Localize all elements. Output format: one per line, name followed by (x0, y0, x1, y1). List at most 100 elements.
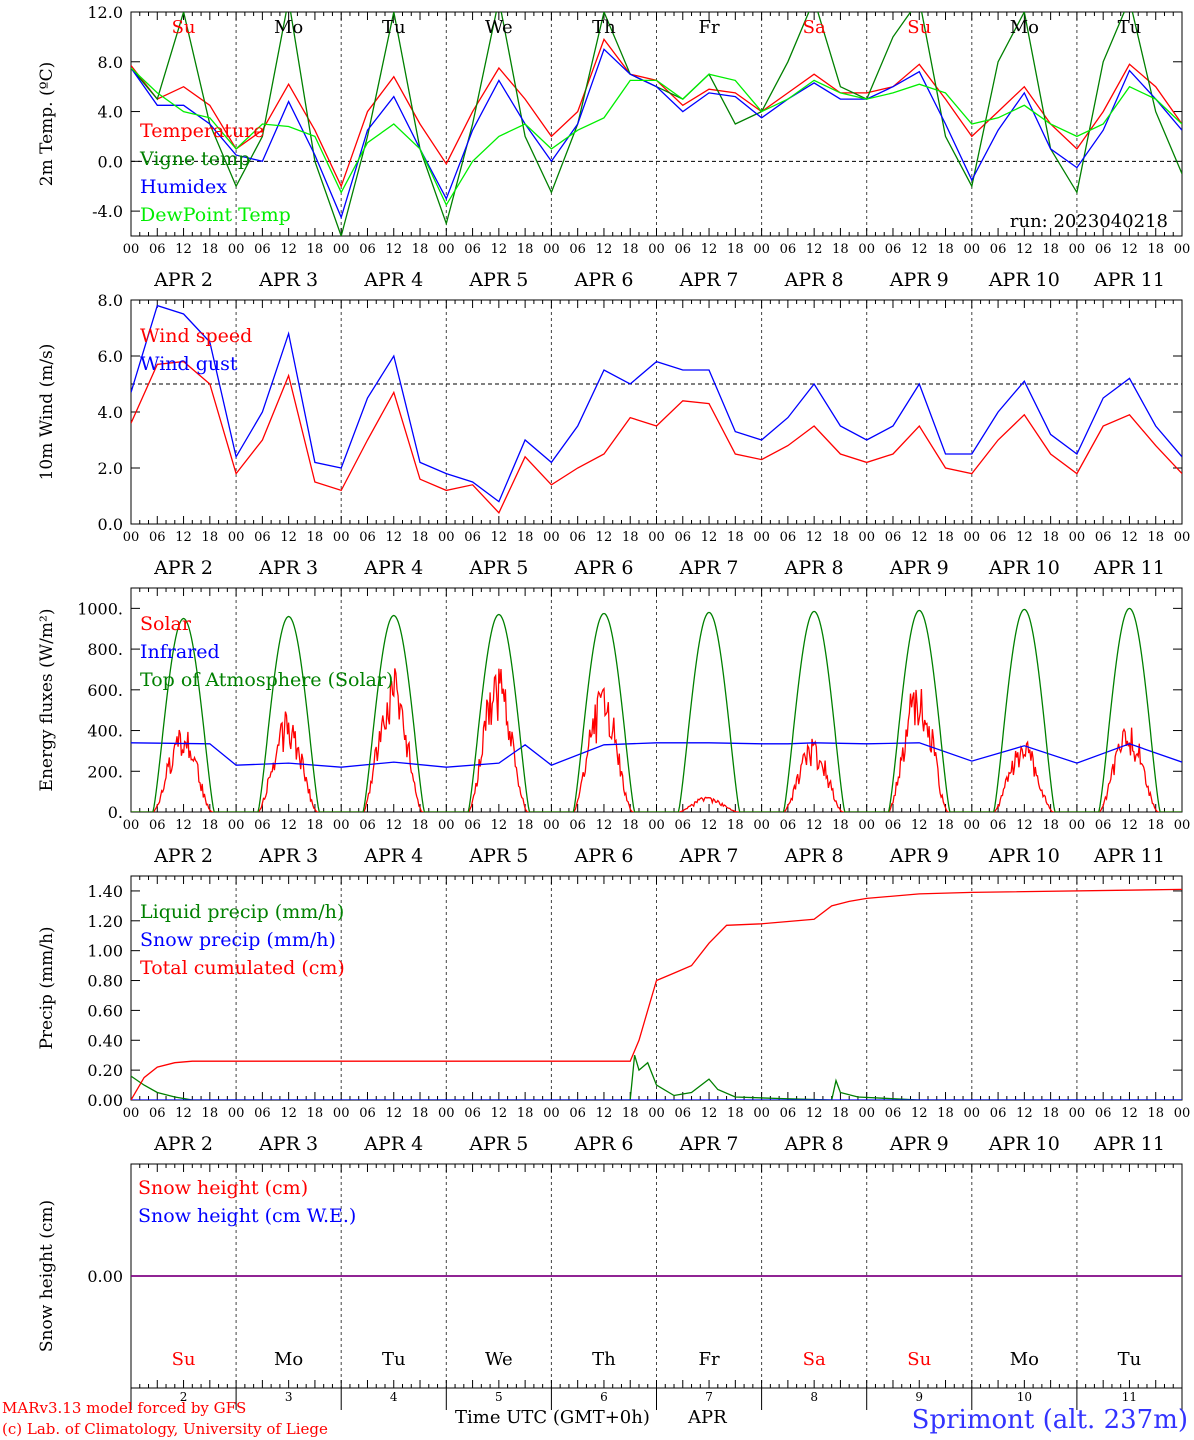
hour-tick-label: 06 (780, 530, 797, 545)
hour-tick-label: 06 (1095, 242, 1112, 257)
y-tick-label: 800. (87, 640, 123, 659)
hour-tick-label: 00 (1069, 242, 1086, 257)
date-label: APR 8 (784, 269, 844, 291)
date-label: APR 9 (889, 557, 949, 579)
y-tick-label: 8.0 (98, 291, 123, 310)
hour-tick-label: 18 (1042, 242, 1059, 257)
hour-tick-label: 18 (622, 818, 639, 833)
series-group (131, 304, 1182, 514)
hour-tick-label: 06 (780, 818, 797, 833)
series-group (131, 607, 1182, 812)
panel-3: 0. 200. 400. 600. 800. 1000. Energy fluxes (W/… (37, 587, 1190, 867)
date-label: APR 7 (679, 845, 739, 867)
day-number: 10 (1017, 1390, 1032, 1404)
hour-tick-label: 18 (1042, 818, 1059, 833)
hour-tick-label: 00 (438, 242, 455, 257)
hour-tick-label: 00 (333, 818, 350, 833)
weekday-label: We (485, 1349, 513, 1370)
panel-4: 0.00 0.20 0.40 0.60 0.80 1.00 1.20 1.40 Precip (… (37, 875, 1190, 1155)
plot-frame (130, 587, 1183, 813)
date-label: APR 8 (784, 845, 844, 867)
hour-tick-label: 00 (123, 1106, 140, 1121)
hour-tick-label: 00 (543, 530, 560, 545)
y-tick-label: 0.80 (87, 972, 123, 991)
date-label: APR 2 (153, 557, 213, 579)
date-label: APR 10 (988, 845, 1060, 867)
hour-tick-label: 00 (123, 530, 140, 545)
hour-tick-label: 18 (832, 242, 849, 257)
hour-tick-label: 00 (228, 1106, 245, 1121)
legend-entry: Infrared (140, 641, 220, 663)
y-axis-label: 2m Temp. (ºC) (37, 62, 57, 187)
hour-tick-label: 12 (1121, 818, 1138, 833)
hour-tick-label: 18 (937, 818, 954, 833)
y-tick-label: 12.0 (87, 3, 123, 22)
hour-tick-label: 12 (385, 818, 402, 833)
hour-tick-label: 12 (385, 1106, 402, 1121)
hour-tick-label: 06 (569, 530, 586, 545)
hour-tick-label: 12 (1016, 1106, 1033, 1121)
y-tick-label: 1.20 (87, 912, 123, 931)
hour-tick-label: 18 (517, 530, 534, 545)
hour-tick-label: 06 (149, 1106, 166, 1121)
model-credit: MARv3.13 model forced by GFS (2, 1399, 246, 1417)
hour-tick-label: 18 (517, 1106, 534, 1121)
date-label: APR 4 (363, 269, 423, 291)
hour-tick-label: 18 (412, 242, 429, 257)
day-number: 11 (1122, 1390, 1137, 1404)
weekday-label: Sa (803, 1349, 826, 1370)
date-label: APR 11 (1093, 1133, 1165, 1155)
lab-credit: (c) Lab. of Climatology, University of L… (2, 1420, 328, 1438)
y-tick-label: 0.0 (98, 515, 123, 534)
hour-tick-label: 12 (175, 1106, 192, 1121)
series-line-infrared (131, 742, 1182, 768)
series-line-top-of-atmosphere-solar- (131, 607, 1182, 812)
hour-tick-label: 06 (990, 530, 1007, 545)
panels-group: -4.0 0.0 4.0 8.0 12.0 2m Temp. (ºC) 00 06 12 18 AP… (37, 3, 1190, 1410)
hour-tick-label: 18 (1147, 1106, 1164, 1121)
legend-entry: Temperature (140, 120, 264, 142)
hour-tick-label: 06 (359, 1106, 376, 1121)
date-label: APR 6 (573, 557, 633, 579)
legend-entry: Solar (140, 613, 192, 635)
date-label: APR 8 (784, 557, 844, 579)
hour-tick-label: 06 (569, 242, 586, 257)
hour-tick-label: 06 (149, 818, 166, 833)
y-axis-label: Energy fluxes (W/m²) (37, 609, 57, 792)
weekday-label: Su (907, 1349, 931, 1370)
weekday-label: Th (592, 17, 616, 38)
hour-tick-label: 12 (806, 818, 823, 833)
hour-tick-label: 00 (1069, 530, 1086, 545)
hour-tick-label: 12 (806, 1106, 823, 1121)
hour-tick-label: 00 (1069, 1106, 1086, 1121)
station-title: Sprimont (alt. 237m) (912, 1405, 1188, 1435)
hour-tick-label: 12 (1121, 1106, 1138, 1121)
hour-tick-label: 12 (701, 242, 718, 257)
hour-tick-label: 12 (806, 242, 823, 257)
hour-tick-label: 00 (858, 242, 875, 257)
hour-tick-label: 12 (701, 818, 718, 833)
hour-tick-label: 00 (438, 530, 455, 545)
legend-entry: DewPoint Temp (140, 204, 291, 226)
hour-tick-label: 12 (1121, 530, 1138, 545)
day-number: 2 (180, 1390, 188, 1404)
legend-entry: Snow height (cm) (138, 1177, 308, 1199)
x-axis-title: Time UTC (GMT+0h) (455, 1407, 650, 1428)
y-tick-label: 200. (87, 762, 123, 781)
hour-tick-label: 18 (937, 530, 954, 545)
y-tick-label: 1.40 (87, 882, 123, 901)
hour-tick-label: 18 (1042, 1106, 1059, 1121)
hour-tick-label: 00 (228, 242, 245, 257)
legend-entry: Total cumulated (cm) (140, 957, 345, 979)
y-tick-label: 0.00 (87, 1091, 123, 1110)
legend-entry: Snow precip (mm/h) (140, 929, 336, 951)
series-line-total-cumulated-cm- (131, 888, 1182, 1100)
hour-tick-label: 12 (175, 818, 192, 833)
date-label: APR 5 (468, 845, 528, 867)
date-label: APR 9 (889, 1133, 949, 1155)
y-tick-label: 4.0 (98, 103, 123, 122)
hour-tick-label: 06 (885, 242, 902, 257)
hour-tick-label: 06 (885, 1106, 902, 1121)
weekday-label: Tu (1118, 17, 1142, 38)
hour-tick-label: 00 (438, 1106, 455, 1121)
